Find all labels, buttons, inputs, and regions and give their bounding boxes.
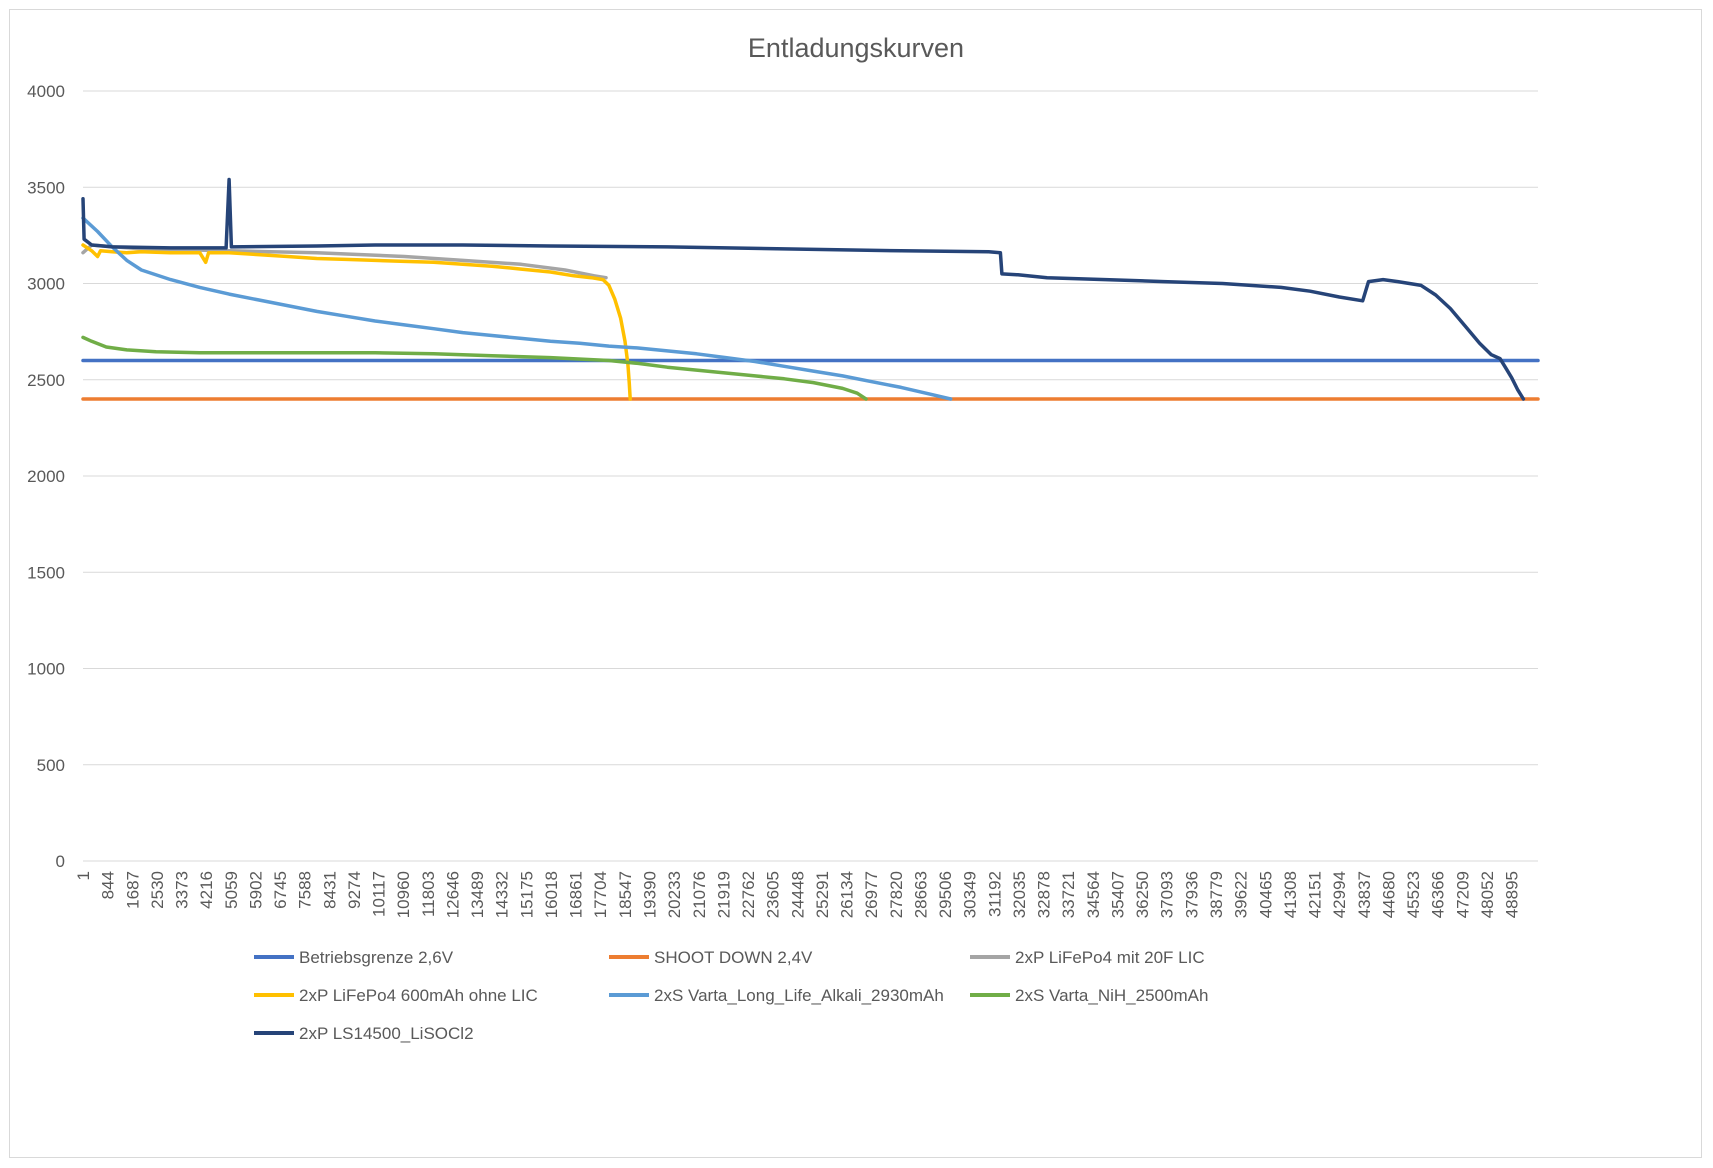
x-tick-label: 12646	[443, 871, 462, 918]
x-tick-label: 1	[74, 871, 93, 880]
y-tick-label: 500	[37, 756, 65, 775]
y-tick-label: 1000	[27, 660, 65, 679]
x-tick-label: 16861	[567, 871, 586, 918]
x-tick-label: 45523	[1404, 871, 1423, 918]
x-tick-label: 11803	[419, 871, 438, 917]
series-line	[81, 243, 608, 280]
x-tick-label: 29506	[936, 871, 955, 918]
x-tick-label: 37093	[1158, 871, 1177, 918]
x-tick-label: 47209	[1453, 871, 1472, 918]
x-tick-label: 39622	[1232, 871, 1251, 918]
x-tick-label: 26134	[838, 871, 857, 918]
x-tick-label: 15175	[517, 871, 536, 918]
x-tick-label: 42151	[1306, 871, 1325, 918]
x-tick-label: 17704	[591, 871, 610, 918]
x-tick-label: 22762	[739, 871, 758, 918]
x-tick-label: 24448	[788, 871, 807, 918]
x-tick-label: 19390	[640, 871, 659, 918]
series-line	[81, 335, 868, 401]
legend-entry: 2xS Varta_Long_Life_Alkali_2930mAh	[654, 986, 944, 1005]
y-tick-label: 1500	[27, 563, 65, 582]
x-tick-label: 28663	[911, 871, 930, 918]
x-tick-label: 48052	[1478, 871, 1497, 918]
series-line	[81, 177, 1526, 401]
x-tick-label: 20233	[665, 871, 684, 918]
gridlines	[83, 90, 1538, 862]
legend-entry: 2xP LiFePo4 600mAh ohne LIC	[299, 986, 538, 1005]
y-tick-label: 2000	[27, 467, 65, 486]
x-tick-label: 6745	[271, 871, 290, 909]
x-tick-label: 36250	[1133, 871, 1152, 918]
x-tick-label: 14332	[493, 871, 512, 918]
x-tick-label: 5059	[222, 871, 241, 909]
x-tick-label: 23605	[764, 871, 783, 918]
x-tick-label: 34564	[1084, 871, 1103, 918]
y-tick-label: 0	[56, 852, 65, 871]
x-tick-label: 1687	[123, 871, 142, 909]
chart-title: Entladungskurven	[748, 33, 964, 63]
x-tick-label: 31192	[985, 871, 1004, 917]
legend-entry: 2xS Varta_NiH_2500mAh	[1015, 986, 1208, 1005]
x-tick-label: 2530	[148, 871, 167, 909]
x-tick-label: 16018	[542, 871, 561, 918]
x-tick-label: 30349	[961, 871, 980, 918]
x-tick-label: 844	[99, 871, 118, 899]
x-tick-label: 8431	[320, 871, 339, 909]
x-tick-label: 43837	[1355, 871, 1374, 918]
x-tick-label: 27820	[887, 871, 906, 918]
x-tick-label: 41308	[1281, 871, 1300, 918]
x-tick-label: 21076	[690, 871, 709, 918]
x-tick-labels: 1 844 1687 2530 3373 4216 5059 5902 6745 7588 8431…	[74, 871, 1522, 918]
legend-entry: 2xP LiFePo4 mit 20F LIC	[1015, 948, 1205, 967]
y-tick-label: 4000	[27, 82, 65, 101]
y-tick-label: 2500	[27, 371, 65, 390]
y-tick-label: 3500	[27, 178, 65, 197]
chart-svg: Entladungskurven 0 500 1000 1500 2000 2500 300…	[27, 33, 1540, 1043]
series-lines	[81, 177, 1540, 401]
y-tick-labels: 0 500 1000 1500 2000 2500 3000 3500 4000	[27, 82, 65, 871]
chart-frame: Entladungskurven 0 500 1000 1500 2000 2500 300…	[9, 9, 1702, 1158]
x-tick-label: 10960	[394, 871, 413, 918]
x-tick-label: 26977	[862, 871, 881, 918]
x-tick-label: 38779	[1207, 871, 1226, 918]
x-tick-label: 10117	[370, 871, 389, 917]
x-tick-label: 7588	[296, 871, 315, 909]
x-tick-label: 46366	[1429, 871, 1448, 918]
x-tick-label: 40465	[1256, 871, 1275, 918]
legend-entry: Betriebsgrenze 2,6V	[299, 948, 454, 967]
series-line	[81, 243, 632, 401]
x-tick-label: 5902	[246, 871, 265, 909]
x-tick-label: 18547	[616, 871, 635, 918]
x-tick-label: 9274	[345, 871, 364, 909]
x-tick-label: 4216	[197, 871, 216, 909]
x-tick-label: 25291	[813, 871, 832, 918]
x-tick-label: 32878	[1035, 871, 1054, 918]
legend-entry: 2xP LS14500_LiSOCl2	[299, 1024, 474, 1043]
x-tick-label: 37936	[1182, 871, 1201, 918]
x-tick-label: 3373	[173, 871, 192, 909]
x-tick-label: 32035	[1010, 871, 1029, 918]
x-tick-label: 44680	[1379, 871, 1398, 918]
series-line	[81, 216, 953, 401]
x-tick-label: 33721	[1059, 871, 1078, 918]
x-tick-label: 35407	[1108, 871, 1127, 918]
x-tick-label: 13489	[468, 871, 487, 918]
legend-entry: SHOOT DOWN 2,4V	[654, 948, 813, 967]
legend: Betriebsgrenze 2,6V SHOOT DOWN 2,4V 2xP Li…	[254, 948, 1208, 1043]
x-tick-label: 21919	[714, 871, 733, 918]
x-tick-label: 48895	[1503, 871, 1522, 918]
x-tick-label: 42994	[1330, 871, 1349, 918]
y-tick-label: 3000	[27, 275, 65, 294]
